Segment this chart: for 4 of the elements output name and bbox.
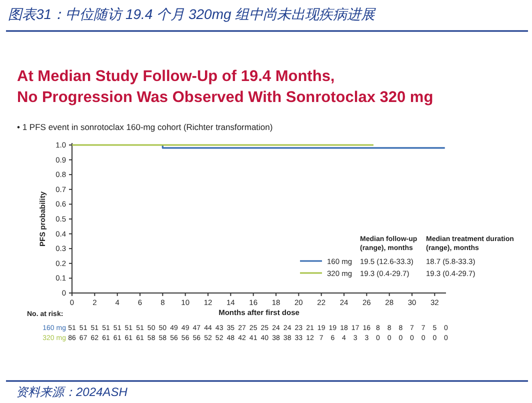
- chart-title: 图表31：中位随访 19.4 个月 320mg 组中尚未出现疾病进展: [8, 6, 376, 22]
- chart-subtitle: At Median Study Follow-Up of 19.4 Months, No Progression Was Observed With Sonrotoclax 320 mg: [17, 68, 434, 106]
- text: 资料来源：2024ASH: [16, 385, 128, 399]
- text: • 1 PFS event in sonrotoclax 160-mg cohort (Richter transformation): [17, 122, 273, 132]
